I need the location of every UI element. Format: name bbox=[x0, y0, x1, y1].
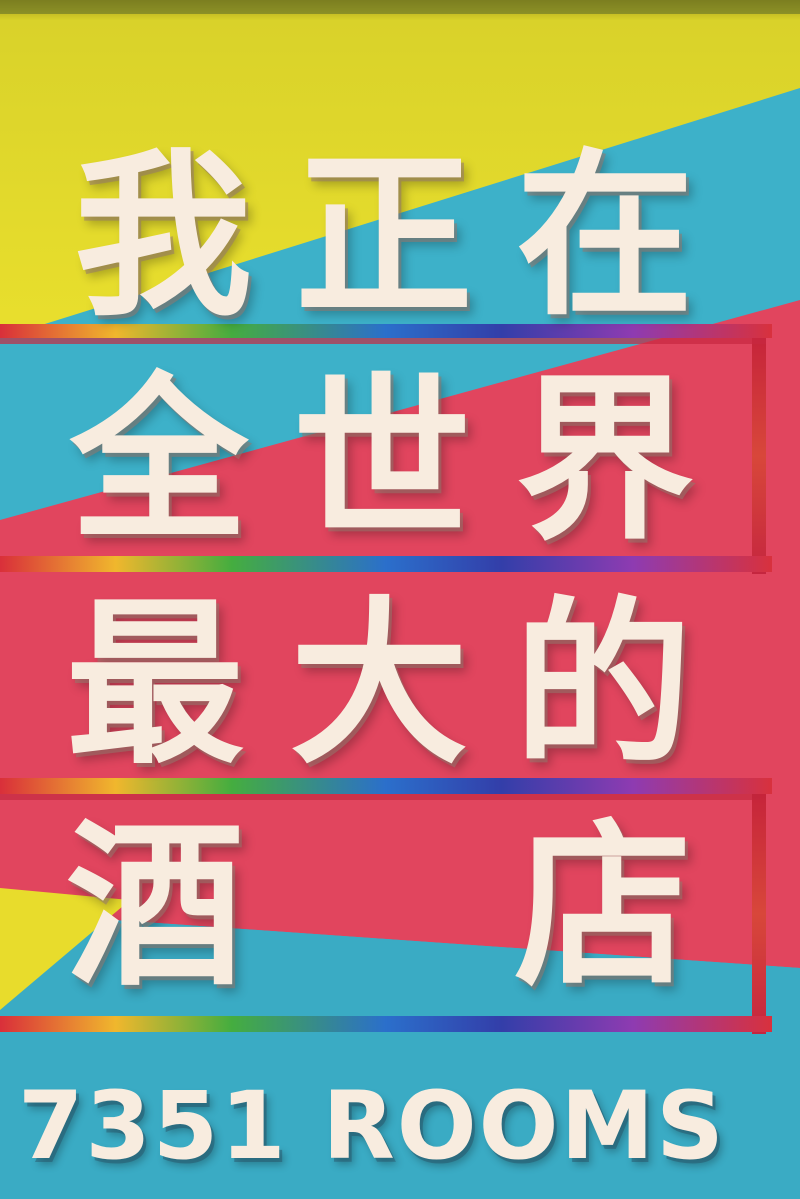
sign-line-2: 全 世 界 bbox=[70, 372, 694, 550]
frame-line-4-right bbox=[752, 794, 766, 1034]
sign-line-1: 我 正 在 bbox=[74, 148, 694, 326]
sign-char: 界 bbox=[516, 357, 694, 564]
sign-char: 正 bbox=[295, 133, 473, 340]
rainbow-bar-4 bbox=[0, 1016, 772, 1032]
frame-line-4-inner bbox=[0, 794, 760, 800]
sign-char: 最 bbox=[66, 581, 244, 788]
sign-char: 大 bbox=[290, 581, 468, 788]
sign-char: 店 bbox=[514, 803, 692, 1010]
sign-line-3: 最 大 的 bbox=[66, 596, 692, 774]
frame-line-2-right bbox=[752, 338, 766, 574]
rainbow-bar-1 bbox=[0, 324, 772, 338]
pink-panel bbox=[0, 300, 800, 968]
sign-line-4: 酒 店 bbox=[66, 818, 692, 996]
sign-char: 在 bbox=[516, 133, 694, 340]
sign-char: 我 bbox=[74, 133, 252, 340]
sign-char: 世 bbox=[293, 357, 471, 564]
sign-char: 全 bbox=[70, 357, 248, 564]
rooms-count-label: 7351 ROOMS bbox=[18, 1072, 726, 1181]
yellow-panel bbox=[0, 0, 800, 338]
yellow-lower-panel bbox=[0, 888, 130, 1010]
top-edge bbox=[0, 0, 800, 14]
sign-char: 酒 bbox=[66, 803, 244, 1010]
frame-line-2-top bbox=[0, 338, 766, 344]
rainbow-bar-3 bbox=[0, 778, 772, 794]
rainbow-bar-2 bbox=[0, 556, 772, 572]
sign-char: 的 bbox=[514, 581, 692, 788]
cyan-lower-panel bbox=[0, 912, 800, 1199]
